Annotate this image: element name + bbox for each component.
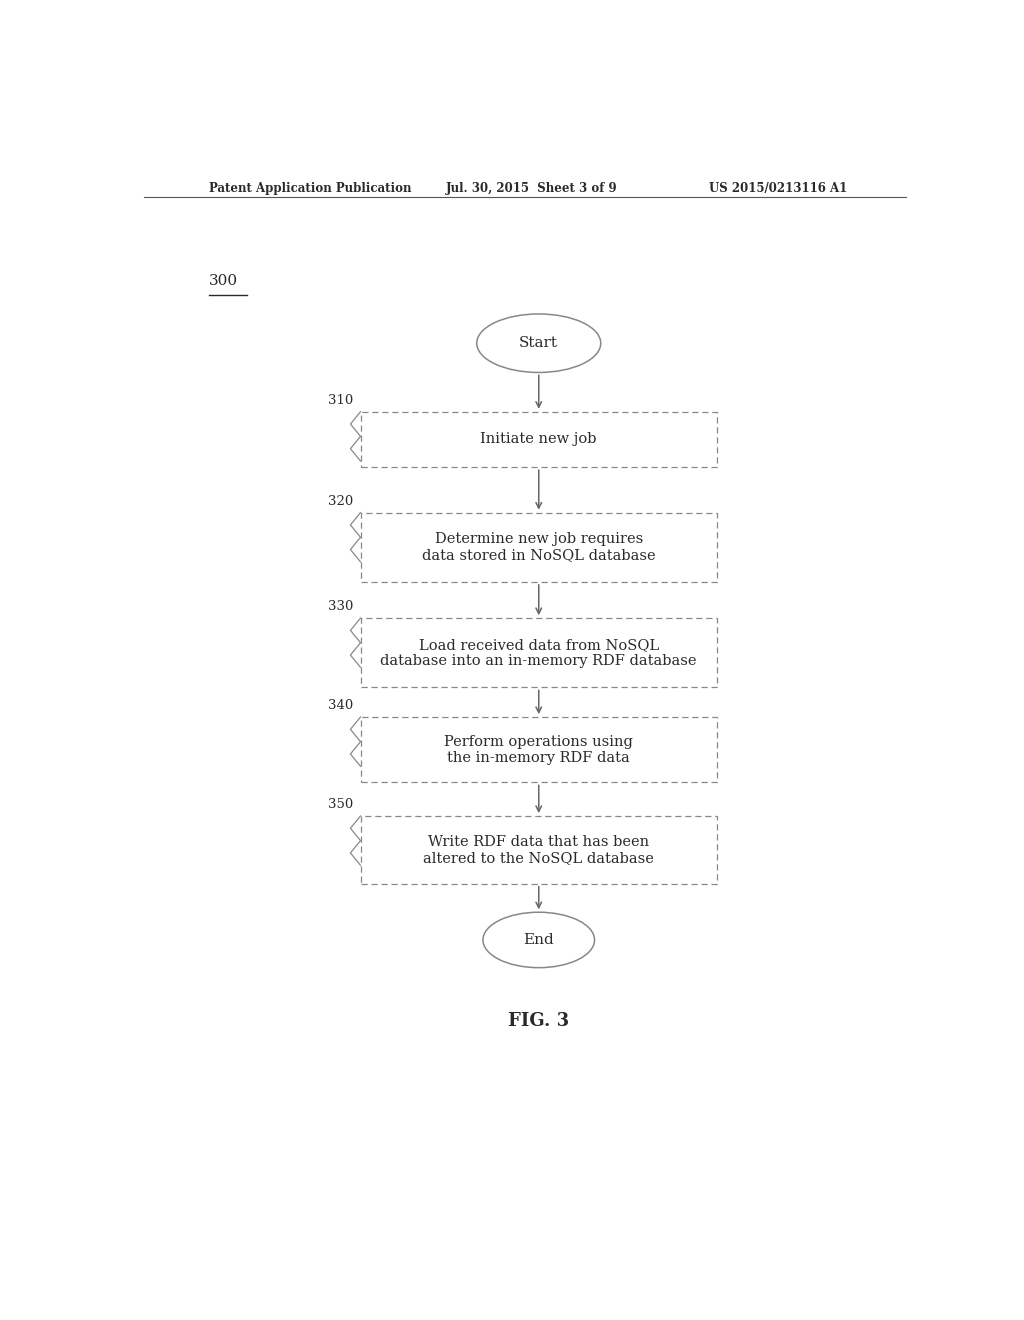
Text: Start: Start bbox=[519, 337, 558, 350]
Text: Perform operations using
the in-memory RDF data: Perform operations using the in-memory R… bbox=[444, 735, 633, 764]
Text: Jul. 30, 2015  Sheet 3 of 9: Jul. 30, 2015 Sheet 3 of 9 bbox=[445, 182, 617, 194]
Text: End: End bbox=[523, 933, 554, 946]
Text: Load received data from NoSQL
database into an in-memory RDF database: Load received data from NoSQL database i… bbox=[381, 638, 697, 668]
Text: 320: 320 bbox=[328, 495, 353, 508]
Text: US 2015/0213116 A1: US 2015/0213116 A1 bbox=[710, 182, 848, 194]
Text: Patent Application Publication: Patent Application Publication bbox=[209, 182, 412, 194]
Text: Determine new job requires
data stored in NoSQL database: Determine new job requires data stored i… bbox=[422, 532, 655, 562]
Text: Write RDF data that has been
altered to the NoSQL database: Write RDF data that has been altered to … bbox=[423, 834, 654, 865]
Text: FIG. 3: FIG. 3 bbox=[508, 1012, 569, 1030]
Text: 300: 300 bbox=[209, 275, 239, 288]
Text: 340: 340 bbox=[328, 700, 353, 713]
Text: Initiate new job: Initiate new job bbox=[480, 433, 597, 446]
Text: 330: 330 bbox=[328, 601, 353, 614]
Text: 350: 350 bbox=[328, 799, 353, 812]
Text: 310: 310 bbox=[328, 395, 353, 407]
